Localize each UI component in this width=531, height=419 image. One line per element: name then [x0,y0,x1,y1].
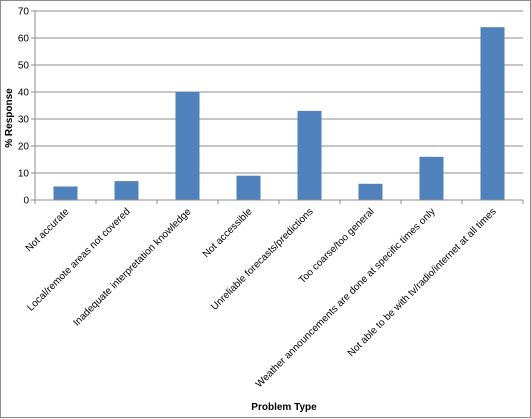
y-tick-label: 40 [18,88,30,99]
bar [236,175,261,200]
y-tick-label: 10 [18,169,30,180]
bar [114,181,139,200]
y-tick-label: 20 [18,142,30,153]
bar [480,27,505,201]
x-axis-label: Problem Type [251,402,317,413]
bars [53,27,505,201]
bar [358,183,383,200]
bar [175,92,200,200]
y-axis-label: % Response [4,88,15,148]
y-tick-labels: 0 10 20 30 40 50 60 70 [18,7,30,207]
y-tick-label: 50 [18,61,30,72]
y-tick-label: 0 [23,196,29,207]
gridlines [31,10,523,201]
bar [419,156,444,200]
x-tick-label: Not accurate [24,206,72,254]
y-tick-label: 70 [18,7,30,18]
x-tick-label: Local/remote areas not covered [25,206,132,313]
x-tick-label: Inadequate interpretation knowledge [71,206,193,328]
bar [53,186,78,200]
x-tick-label: Not accessible [201,206,255,260]
x-tick-label: Unreliable forecasts/predictions [209,206,315,312]
bar [297,110,322,200]
y-tick-label: 60 [18,34,30,45]
y-tick-label: 30 [18,115,30,126]
axes [34,11,524,204]
